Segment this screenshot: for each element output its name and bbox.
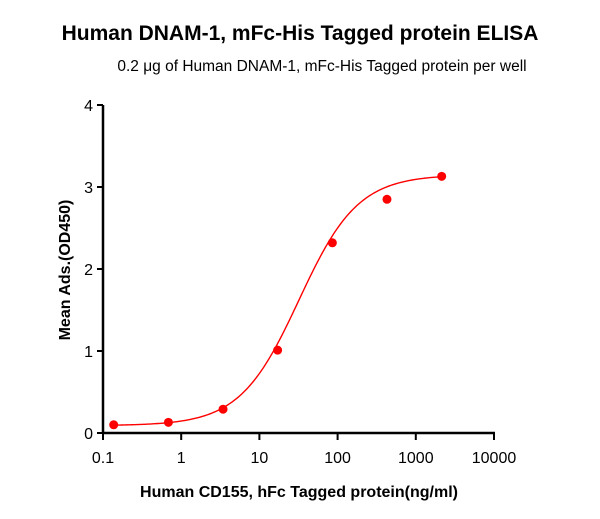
chart-title: Human DNAM-1, mFc-His Tagged protein ELI… xyxy=(61,22,539,45)
data-point xyxy=(109,420,119,430)
data-point xyxy=(437,171,447,181)
y-tick-label: 3 xyxy=(84,180,93,197)
data-point xyxy=(273,345,283,355)
data-point xyxy=(218,404,228,414)
y-tick-label: 4 xyxy=(84,98,93,115)
x-tick-label: 10 xyxy=(251,450,269,467)
x-axis-label: Human CD155, hFc Tagged protein(ng/ml) xyxy=(140,484,458,501)
x-tick-label: 100 xyxy=(324,450,351,467)
y-tick-label: 1 xyxy=(84,344,93,361)
fit-curve xyxy=(113,175,442,426)
y-axis-label: Mean Ads.(OD450) xyxy=(57,200,74,341)
y-tick-label: 2 xyxy=(84,262,93,279)
data-point xyxy=(382,194,392,204)
x-tick-label: 0.1 xyxy=(92,450,114,467)
chart-subtitle: 0.2 μg of Human DNAM-1, mFc-His Tagged p… xyxy=(117,58,527,75)
y-tick-label: 0 xyxy=(84,426,93,443)
data-point xyxy=(327,238,337,248)
x-tick-label: 1000 xyxy=(398,450,434,467)
x-tick-label: 10000 xyxy=(472,450,517,467)
axes: 0 1 2 3 4 0.1 1 10 100 1000 10000 xyxy=(84,98,516,467)
x-tick-label: 1 xyxy=(177,450,186,467)
data-point xyxy=(163,417,173,427)
data-points xyxy=(109,171,447,430)
